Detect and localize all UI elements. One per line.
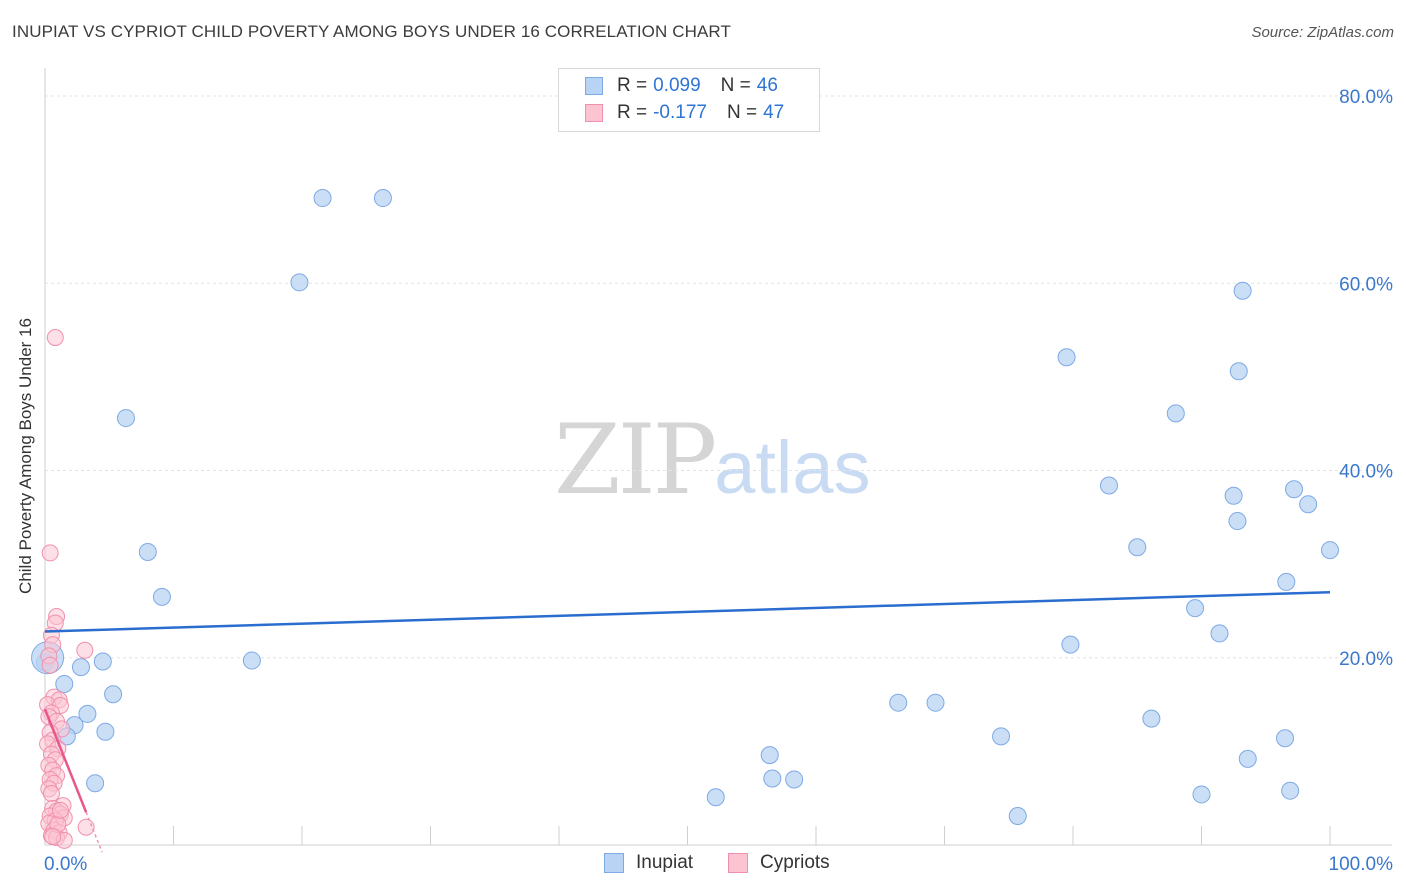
point-inupiat <box>1186 599 1205 618</box>
y-tick-label: 60.0% <box>1339 274 1393 295</box>
point-inupiat <box>1057 348 1076 367</box>
point-cypriot <box>44 828 62 846</box>
point-inupiat <box>290 273 309 292</box>
grid <box>45 95 1392 659</box>
point-inupiat <box>992 727 1011 746</box>
y-axis-label: Child Poverty Among Boys Under 16 <box>16 318 35 594</box>
point-inupiat <box>93 652 112 671</box>
legend-label-cypriots: Cypriots <box>760 852 830 873</box>
point-inupiat <box>1061 635 1080 654</box>
y-tick-label: 20.0% <box>1339 649 1393 670</box>
axes <box>44 68 1392 846</box>
point-inupiat <box>889 693 908 712</box>
series-inupiat <box>31 189 1339 825</box>
point-inupiat <box>1321 541 1339 560</box>
point-inupiat <box>373 189 392 208</box>
point-inupiat <box>138 542 157 561</box>
legend-n-value-cypriots: 47 <box>763 102 785 123</box>
point-cypriot <box>77 818 95 836</box>
legend-swatch-inupiat <box>604 853 624 873</box>
point-cypriot <box>76 641 94 659</box>
point-cypriot <box>42 785 60 803</box>
point-inupiat <box>1142 709 1161 728</box>
legend-n-label: N = <box>726 102 758 123</box>
point-inupiat <box>763 769 782 788</box>
point-cypriot <box>41 656 59 674</box>
legend-label-inupiat: Inupiat <box>636 852 694 873</box>
point-inupiat <box>1008 806 1027 825</box>
point-inupiat <box>1299 495 1318 514</box>
point-inupiat <box>1224 486 1243 505</box>
point-inupiat <box>78 704 97 723</box>
point-inupiat <box>926 693 945 712</box>
point-cypriot <box>51 801 69 819</box>
point-inupiat <box>1210 624 1229 643</box>
point-inupiat <box>1285 480 1304 499</box>
legend-r-label: R = <box>617 102 648 123</box>
point-inupiat <box>785 770 804 789</box>
stats-legend: R = 0.099 N = 46 R = -0.177 N = 47 <box>558 68 820 132</box>
point-inupiat <box>1229 362 1248 381</box>
point-inupiat <box>1128 538 1147 557</box>
trend-line-cypriots <box>43 708 88 813</box>
point-inupiat <box>55 674 74 693</box>
point-inupiat <box>104 685 123 704</box>
point-inupiat <box>86 774 105 793</box>
legend-r-value-inupiat: 0.099 <box>653 75 701 96</box>
trend-line-inupiat <box>44 590 1331 633</box>
point-inupiat <box>1276 729 1295 748</box>
legend-r-label: R = <box>617 75 648 96</box>
legend-swatch-cypriots <box>728 853 748 873</box>
trend-line-cypriots-extension <box>85 811 103 853</box>
chart-title: INUPIAT VS CYPRIOT CHILD POVERTY AMONG B… <box>12 22 731 41</box>
point-inupiat <box>1192 785 1211 804</box>
point-inupiat <box>1277 572 1296 591</box>
point-inupiat <box>1166 404 1185 423</box>
point-inupiat <box>760 746 779 765</box>
series-legend: Inupiat Cypriots <box>0 852 1406 878</box>
legend-r-value-cypriots: -0.177 <box>653 102 707 123</box>
legend-swatch-inupiat <box>585 77 603 95</box>
point-inupiat <box>1281 781 1300 800</box>
trend-lines <box>43 590 1331 853</box>
point-inupiat <box>1233 281 1252 300</box>
tick-labels: 20.0% 40.0% 60.0% 80.0% 0.0% 100.0% <box>44 87 1393 875</box>
legend-item-cypriots[interactable]: Cypriots <box>728 852 830 874</box>
y-tick-label: 40.0% <box>1339 462 1393 483</box>
legend-item-inupiat[interactable]: Inupiat <box>604 852 693 874</box>
x-tick-label: 0.0% <box>44 854 87 875</box>
point-inupiat <box>1099 476 1118 495</box>
watermark: ZIPatlas <box>554 404 871 516</box>
point-cypriot <box>41 544 59 562</box>
series-cypriots <box>39 329 95 849</box>
point-inupiat <box>706 788 725 807</box>
watermark-zip: ZIP <box>554 404 717 516</box>
point-inupiat <box>313 189 332 208</box>
point-cypriot <box>46 329 64 347</box>
point-inupiat <box>116 409 135 428</box>
legend-row-cypriots: R = -0.177 N = 47 <box>585 100 784 126</box>
point-inupiat <box>1238 749 1257 768</box>
source-label: Source: ZipAtlas.com <box>1251 24 1394 41</box>
point-inupiat <box>1228 512 1247 531</box>
point-inupiat <box>242 651 261 670</box>
point-inupiat <box>152 587 171 606</box>
y-tick-label: 80.0% <box>1339 87 1393 108</box>
legend-swatch-cypriots <box>585 104 603 122</box>
point-inupiat <box>96 722 115 741</box>
legend-n-value-inupiat: 46 <box>756 75 778 96</box>
legend-row-inupiat: R = 0.099 N = 46 <box>585 73 778 99</box>
legend-n-label: N = <box>720 75 751 96</box>
point-inupiat <box>71 658 90 677</box>
watermark-atlas: atlas <box>714 426 871 509</box>
x-tick-label: 100.0% <box>1329 854 1394 875</box>
